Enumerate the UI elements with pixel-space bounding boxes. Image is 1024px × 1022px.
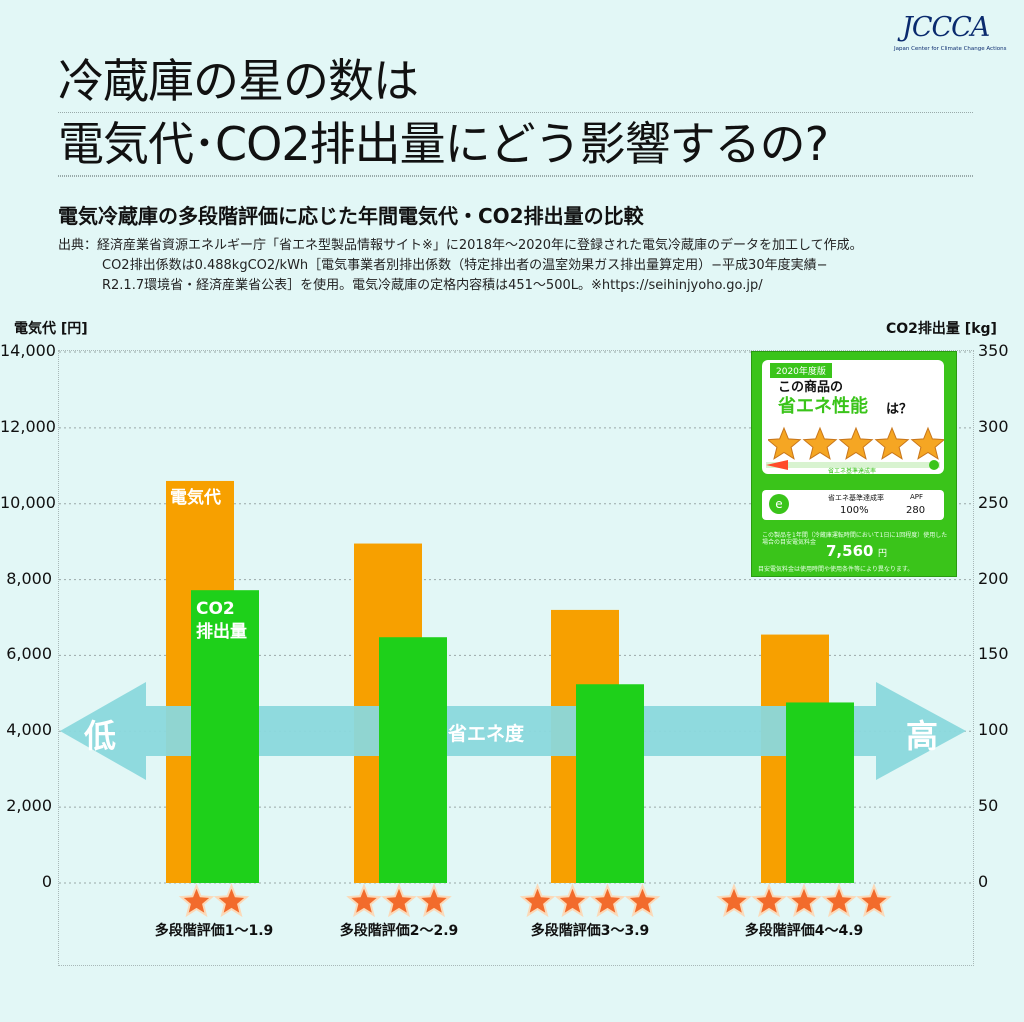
badge-star-icon [910,426,944,460]
plot-frame [58,350,974,966]
page-title: 冷蔵庫の星の数は 電気代･CO2排出量にどう影響するの? [58,50,973,177]
logo-subtext: Japan Center for Climate Change Actions [894,46,1007,52]
y-tick-right: 250 [978,492,1009,512]
rating-star-icon [856,883,892,918]
rating-star-icon [716,883,752,918]
y-tick-left: 8,000 [6,568,52,588]
arrow-high-label: 高 [906,717,939,756]
y-tick-right: 0 [978,872,989,891]
badge-year: 2020年度版 [770,363,832,378]
y-tick-left: 6,000 [6,644,52,664]
badge-mid-value-2: 280 [906,505,926,516]
bar-co2-emission [576,684,644,883]
bar-label-co2-line2: 排出量 [196,622,247,643]
rating-star-icon [381,883,417,918]
rating-star-icon [519,883,556,918]
badge-rate-text-1: 省エネ基準達成率 [828,468,877,475]
badge-question-1: この商品の [778,380,844,395]
badge-star-icon [802,426,838,460]
chart-subtitle: 電気冷蔵庫の多段階評価に応じた年間電気代・CO2排出量の比較 [58,204,644,228]
badge-rate-text-2: 100%以上 [840,475,870,482]
logo-text: JCCCA [902,12,990,43]
rating-star-icon [624,883,661,918]
bar-co2-emission [379,637,447,883]
category-label: 多段階評価1～1.9 [154,923,274,939]
energy-label-badge: 2020年度版 この商品の 省エネ性能 は？ 省エネ基準達成率 100%以上 e… [751,351,957,577]
y-tick-left: 14,000 [0,341,56,360]
energy-efficiency-arrow [60,682,966,780]
rating-star-icon [751,883,787,918]
y-axis-left-label: 電気代 [円] [14,321,88,337]
badge-question-2: 省エネ性能 [778,396,868,417]
rating-star-icon [416,883,452,918]
arrow-center-label: 省エネ度 [448,723,525,746]
title-line-1: 冷蔵庫の星の数は [58,50,973,113]
bar-co2-emission [191,590,259,883]
y-tick-left: 2,000 [6,796,52,816]
source-note: 出典：経済産業省資源エネルギー庁「省エネ型製品情報サイト※」に2018年～202… [58,236,978,296]
e-mark-icon: e [769,494,789,514]
source-line-3: R2.1.7環境省・経済産業省公表］を使用。電気冷蔵庫の定格内容積は451～50… [102,278,763,293]
badge-top-panel: 2020年度版 この商品の 省エネ性能 は？ 省エネ基準達成率 100%以上 [762,360,944,482]
title-line-2: 電気代･CO2排出量にどう影響するの? [58,113,973,176]
y-tick-right: 100 [978,720,1009,740]
y-tick-right: 300 [978,416,1009,436]
y-tick-left: 0 [41,872,52,891]
bar-co2-emission [786,702,854,883]
badge-stars [768,426,944,460]
badge-cost: 7,560 [826,542,874,560]
badge-star-icon [874,426,910,460]
rating-star-icon [554,883,591,918]
badge-mid-label-1: 省エネ基準達成率 [828,494,884,502]
rating-star-icon [589,883,626,918]
badge-footnote: 目安電気料金は使用時間や使用条件等により異なります。 [758,566,914,573]
category-label: 多段階評価2～2.9 [339,923,459,939]
y-tick-right: 350 [978,341,1009,360]
y-axis-right-label: CO2排出量 [kg] [886,321,997,337]
rating-star-icon [178,883,215,918]
badge-mid-value-1: 100% [840,505,869,516]
badge-note-1: この製品を1年間（冷蔵庫運転時間において1日に1回程度）使用した [762,532,948,539]
rating-star-icon [821,883,857,918]
badge-star-icon [768,426,802,460]
badge-cost-unit: 円 [878,549,888,559]
y-tick-left: 4,000 [6,720,52,740]
badge-question-3: は？ [886,402,913,417]
category-label: 多段階評価4～4.9 [744,923,864,939]
jccca-logo: JCCCA Japan Center for Climate Change Ac… [888,12,1006,56]
badge-star-icon [838,426,874,460]
bar-label-co2-line1: CO2 [196,599,235,620]
badge-mid-panel: e 省エネ基準達成率 APF 100% 280 [762,490,944,520]
source-line-2: CO2排出係数は0.488kgCO2/kWh［電気事業者別排出係数（特定排出者の… [102,258,828,273]
y-tick-right: 200 [978,568,1009,588]
y-tick-right: 50 [978,796,999,816]
svg-text:e: e [775,497,782,511]
badge-rate-bar [766,460,940,470]
source-line-1: 出典：経済産業省資源エネルギー庁「省エネ型製品情報サイト※」に2018年～202… [58,238,863,253]
badge-mid-label-2: APF [910,493,924,501]
bar-label-co2-emission: CO2 排出量 [196,598,247,644]
arrow-low-label: 低 [84,717,117,756]
y-tick-left: 12,000 [0,416,56,436]
bar-label-electricity-cost: 電気代 [170,487,221,508]
category-label: 多段階評価3～3.9 [530,923,650,939]
y-tick-left: 10,000 [0,492,56,512]
badge-note-2: 場合の目安電気料金 [762,539,817,546]
rating-star-icon [213,883,250,918]
rating-star-icon [786,883,822,918]
rating-star-icon [346,883,382,918]
y-tick-right: 150 [978,644,1009,664]
